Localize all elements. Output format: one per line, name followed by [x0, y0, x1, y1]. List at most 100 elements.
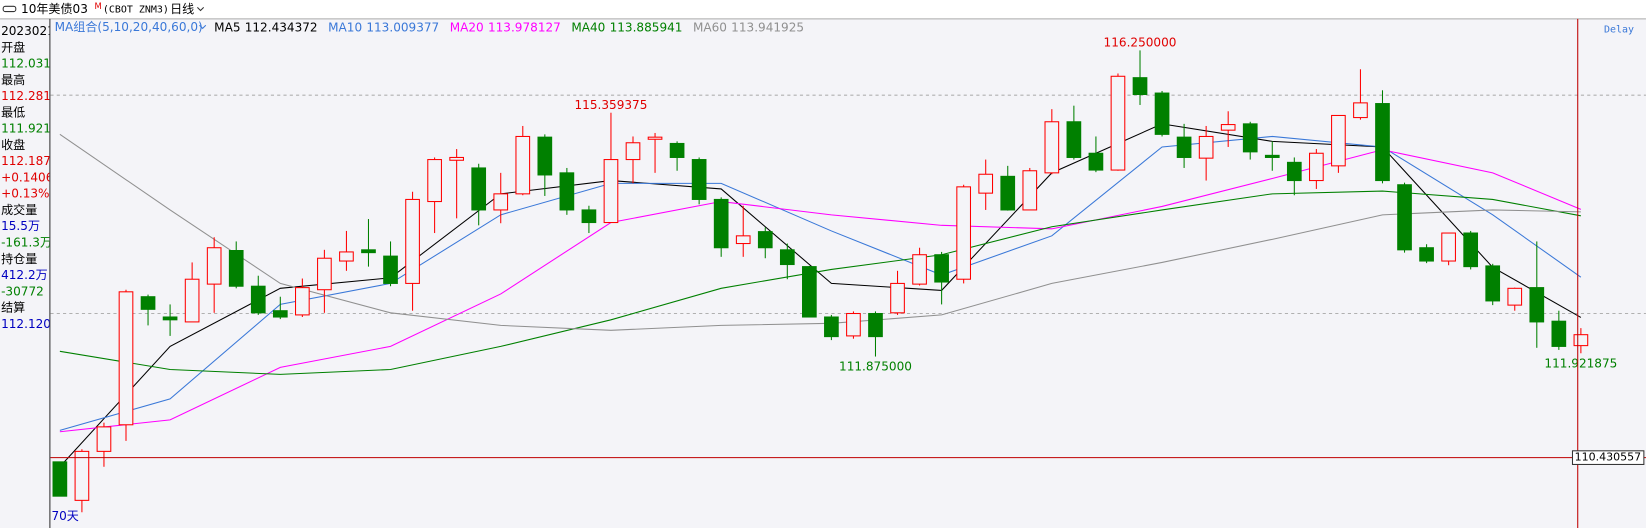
candle-body: [603, 159, 619, 224]
candle-body: [1110, 75, 1126, 171]
candle-body: [1529, 287, 1545, 323]
period-chevron[interactable]: [197, 6, 205, 12]
candle-body: [383, 255, 398, 284]
info-row: 15.5万: [1, 219, 40, 233]
extreme-label: 111.921875: [1544, 356, 1617, 370]
candle-body: [515, 135, 531, 195]
info-row: 112.187: [1, 154, 51, 168]
candle-body: [295, 287, 310, 316]
candle-body: [934, 254, 949, 283]
candle-body: [1000, 175, 1016, 211]
candle-body: [1463, 232, 1479, 268]
candle-body: [449, 156, 465, 161]
legend-name: MA5: [214, 20, 240, 34]
info-row: +0.13%: [1, 187, 49, 201]
candle-body: [250, 285, 266, 314]
info-row: +0.1406: [1, 170, 53, 184]
candle-body: [471, 167, 487, 211]
candle-body: [1242, 123, 1258, 153]
candle-body: [1551, 320, 1567, 347]
info-row: 20230216: [1, 24, 62, 38]
candle-body: [735, 235, 751, 245]
delay-label: Delay: [1604, 24, 1634, 35]
legend-value: 113.978127: [488, 20, 561, 34]
info-row: 结算: [1, 300, 25, 315]
candle-body: [1264, 154, 1280, 158]
info-row: 111.921: [1, 122, 51, 136]
candle-body: [1331, 114, 1346, 167]
candle-body: [559, 172, 575, 211]
candle-body: [1507, 287, 1523, 306]
candle-body: [1375, 103, 1390, 182]
legend-value: 113.885941: [610, 20, 683, 34]
extreme-label: 111.875000: [839, 360, 912, 374]
ma-legend: MA5 112.434372 MA10 113.009377 MA20 113.97812…: [214, 20, 804, 34]
ma-line: [59, 190, 1581, 375]
info-row: 成交量: [1, 202, 37, 217]
candle-body: [184, 278, 200, 323]
extreme-label: 116.250000: [1104, 36, 1177, 50]
candle-body: [162, 316, 178, 321]
ma-chevron[interactable]: [199, 24, 207, 30]
candle-body: [1485, 265, 1501, 302]
candle-body: [1397, 184, 1412, 251]
candle-body: [1220, 124, 1236, 131]
candle-body: [427, 159, 442, 203]
candle-body: [1309, 152, 1324, 182]
candle-body: [317, 257, 332, 291]
legend-name: MA10: [328, 20, 362, 34]
candle-body: [206, 247, 222, 285]
candle-body: [52, 461, 68, 497]
legend-value: 112.434372: [245, 20, 318, 34]
legend-value: 113.941925: [731, 20, 804, 34]
symbol: (CBOT ZNM3): [103, 4, 169, 15]
info-row: -30772: [1, 284, 44, 298]
info-row: 412.2万: [1, 268, 48, 282]
info-row: 最高: [1, 72, 25, 87]
candle-body: [890, 282, 905, 314]
candle-body: [493, 193, 509, 211]
info-row: 收盘: [1, 137, 25, 152]
info-row: 112.281: [1, 89, 51, 103]
crosshair-label: 110.430557: [1575, 451, 1642, 464]
candle-body: [74, 450, 90, 501]
crosshair-label-box: [1571, 450, 1645, 465]
candle-body: [1286, 161, 1302, 182]
candle-body: [1022, 170, 1038, 211]
legend-value: 113.009377: [366, 20, 439, 34]
candle-body: [1154, 92, 1170, 135]
candle-body: [669, 142, 685, 158]
candle-body: [625, 142, 641, 161]
candle-body: [361, 249, 376, 254]
info-row: 开盘: [1, 39, 25, 54]
candle-body: [1176, 136, 1192, 158]
candle-body: [802, 266, 817, 318]
candle-body: [868, 312, 883, 338]
toolbar-icon[interactable]: [2, 5, 17, 13]
ma-group-label[interactable]: MA组合(5,10,20,40,60,0): [55, 19, 203, 34]
legend-name: MA40: [571, 20, 605, 34]
candle-body: [824, 316, 839, 338]
candle-body: [272, 310, 288, 318]
info-row: -161.3万: [1, 236, 52, 250]
candle-body: [757, 231, 773, 249]
candle-body: [405, 198, 420, 284]
period-selector[interactable]: 日线: [170, 2, 194, 16]
toolbar: [0, 0, 1646, 19]
candle-body: [1353, 102, 1368, 119]
candle-body: [1198, 135, 1214, 159]
candle-body: [537, 136, 553, 176]
candle-body: [956, 186, 972, 280]
legend-name: MA20: [450, 20, 484, 34]
info-row: 最低: [1, 105, 25, 119]
extreme-label: 115.359375: [575, 98, 648, 112]
candle-body: [1573, 334, 1589, 347]
candle-body: [713, 198, 729, 249]
info-row: 112.120: [1, 317, 51, 331]
candle-body: [1044, 121, 1060, 174]
candle-body: [581, 209, 597, 224]
candle-body: [978, 173, 994, 194]
